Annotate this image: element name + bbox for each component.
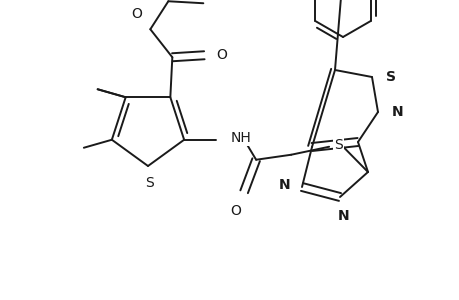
Text: N: N [278,178,289,192]
Text: S: S [333,138,342,152]
Text: S: S [385,70,395,84]
Text: NH: NH [230,131,250,145]
Text: O: O [131,7,142,21]
Text: O: O [230,204,241,218]
Text: N: N [337,209,349,223]
Text: N: N [391,105,403,119]
Text: S: S [146,176,154,190]
Text: O: O [216,48,227,62]
